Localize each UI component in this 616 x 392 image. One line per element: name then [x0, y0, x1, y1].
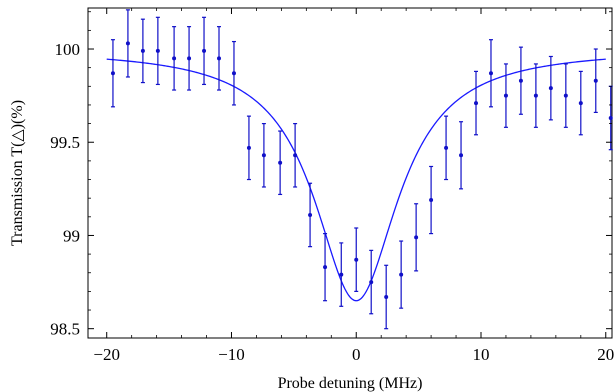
data-point — [125, 9, 130, 78]
data-marker — [369, 280, 374, 285]
data-marker — [172, 56, 177, 61]
data-point — [202, 16, 207, 86]
data-point — [399, 240, 404, 309]
data-point — [384, 264, 389, 330]
data-point — [217, 26, 221, 91]
x-axis-ticks: −20 −10 0 10 20 — [93, 8, 614, 364]
data-marker — [503, 93, 508, 98]
data-marker — [140, 48, 145, 53]
x-tick-label: 0 — [352, 345, 361, 364]
data-point — [354, 227, 359, 292]
data-marker — [548, 86, 553, 91]
data-point — [140, 18, 145, 84]
data-marker — [155, 48, 160, 53]
data-marker — [533, 93, 538, 98]
data-point — [459, 121, 464, 190]
data-marker — [384, 294, 389, 299]
x-tick-label: 10 — [473, 345, 490, 364]
data-marker — [125, 41, 130, 46]
y-axis-label: Transmission T(△)(%) — [9, 100, 26, 246]
data-point — [474, 70, 479, 136]
data-point — [323, 232, 328, 302]
data-marker — [293, 153, 298, 158]
data-marker — [593, 78, 598, 83]
data-marker — [308, 212, 313, 217]
data-marker — [563, 93, 568, 98]
x-tick-label: −10 — [218, 345, 245, 364]
data-marker — [608, 116, 613, 120]
data-point — [503, 63, 508, 128]
fit-curve — [106, 58, 606, 302]
data-point — [518, 46, 523, 115]
data-point — [246, 115, 251, 181]
plot-frame — [87, 7, 613, 339]
data-points — [110, 9, 613, 330]
data-marker — [444, 145, 449, 150]
data-marker — [246, 145, 251, 150]
data-marker — [414, 235, 419, 240]
data-point — [110, 39, 115, 108]
data-marker — [429, 198, 434, 203]
data-marker — [217, 56, 221, 61]
data-marker — [339, 272, 344, 277]
data-point — [593, 48, 598, 114]
data-point — [172, 26, 177, 91]
data-marker — [354, 257, 359, 262]
data-point — [369, 249, 374, 315]
x-tick-label: −20 — [93, 345, 120, 364]
x-tick-label: 20 — [597, 345, 614, 364]
data-marker — [488, 71, 493, 76]
data-point — [308, 182, 313, 248]
data-point — [548, 55, 553, 121]
data-marker — [187, 56, 192, 61]
data-marker — [231, 71, 236, 76]
y-tick-label: 100 — [55, 40, 81, 59]
y-tick-label: 98.5 — [50, 320, 80, 339]
data-point — [414, 203, 419, 272]
data-marker — [399, 272, 404, 277]
data-point — [339, 242, 344, 307]
data-point — [444, 115, 449, 181]
data-marker — [474, 101, 479, 106]
y-axis-ticks: 98.5 99 99.5 100 — [50, 11, 612, 339]
data-point — [488, 39, 493, 108]
data-marker — [202, 48, 207, 53]
plot-area — [87, 7, 613, 339]
data-point — [563, 63, 568, 128]
data-point — [429, 165, 434, 235]
y-tick-label: 99.5 — [50, 133, 80, 152]
data-point — [155, 16, 160, 86]
data-marker — [110, 71, 115, 76]
x-axis-label: Probe detuning (MHz) — [278, 375, 423, 392]
data-marker — [578, 101, 583, 106]
data-marker — [518, 78, 523, 83]
data-marker — [459, 153, 464, 158]
y-tick-label: 99 — [63, 226, 80, 245]
data-marker — [278, 160, 283, 165]
data-point — [533, 63, 538, 128]
data-point — [578, 70, 583, 136]
data-point — [261, 122, 266, 188]
data-point — [293, 122, 298, 188]
data-point — [278, 130, 283, 196]
data-marker — [261, 153, 266, 158]
data-point — [231, 40, 236, 106]
data-point — [187, 26, 192, 91]
data-marker — [323, 265, 328, 270]
